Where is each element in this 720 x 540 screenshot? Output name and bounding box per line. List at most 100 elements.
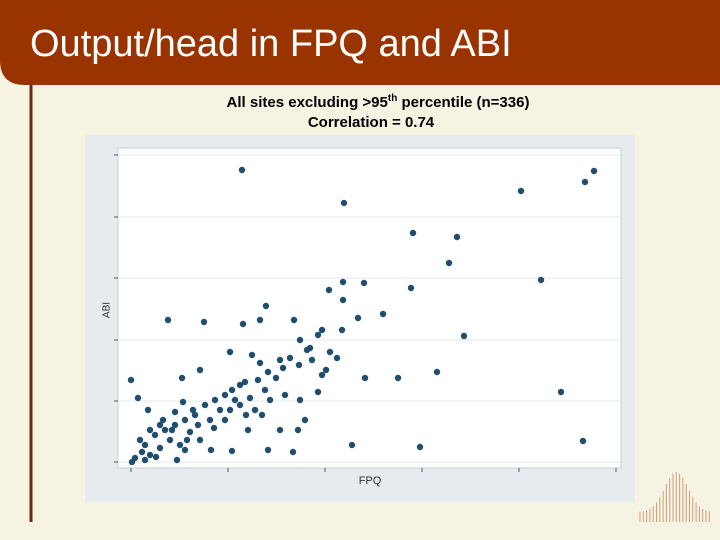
scatter-point: [200, 318, 208, 326]
scatter-point: [183, 436, 191, 444]
scatter-point: [228, 447, 236, 455]
scatter-point: [517, 187, 525, 195]
scatter-point: [276, 356, 284, 364]
slide-title: Output/head in FPQ and ABI: [30, 23, 512, 65]
scatter-point: [416, 443, 424, 451]
scatter-point: [579, 437, 587, 445]
scatter-point: [348, 441, 356, 449]
scatter-point: [314, 388, 322, 396]
scatter-point: [196, 366, 204, 374]
scatter-point: [246, 394, 254, 402]
scatter-point: [394, 374, 402, 382]
scatter-point: [453, 233, 461, 241]
chart-title: All sites excluding >95th percentile (n=…: [227, 93, 530, 111]
scatter-point: [134, 394, 142, 402]
scatter-point: [264, 446, 272, 454]
scatter-point: [557, 388, 565, 396]
scatter-point: [238, 166, 246, 174]
scatter-point: [181, 416, 189, 424]
scatter-point: [194, 421, 202, 429]
scatter-point: [590, 167, 598, 175]
scatter-point: [254, 376, 262, 384]
scatter-point: [186, 428, 194, 436]
scatter-point: [338, 326, 346, 334]
scatter-point: [261, 386, 269, 394]
scatter-point: [207, 446, 215, 454]
scatter-point: [289, 448, 297, 456]
scatter-point: [156, 421, 164, 429]
scatter-point: [141, 456, 149, 464]
scatter-point: [231, 396, 239, 404]
scatter-point: [196, 436, 204, 444]
scatter-point: [164, 316, 172, 324]
scatter-point: [206, 416, 214, 424]
scatter-point: [379, 310, 387, 318]
decoration: [639, 472, 710, 522]
x-axis-label: FPQ: [359, 475, 382, 487]
scatter-point: [537, 276, 545, 284]
scatter-point: [361, 374, 369, 382]
scatter-point: [128, 458, 136, 466]
scatter-point: [295, 361, 303, 369]
scatter-point: [178, 374, 186, 382]
scatter-point: [333, 354, 341, 362]
scatter-point: [256, 316, 264, 324]
scatter-point: [314, 331, 322, 339]
scatter-point: [176, 441, 184, 449]
scatter-point: [272, 374, 280, 382]
scatter-point: [136, 436, 144, 444]
title-part: All sites excluding >95: [227, 94, 388, 111]
scatter-point: [409, 229, 417, 237]
scatter-point: [146, 426, 154, 434]
scatter-point: [221, 391, 229, 399]
scatter-point: [236, 401, 244, 409]
scatter-point: [318, 371, 326, 379]
scatter-point: [144, 406, 152, 414]
scatter-point: [173, 456, 181, 464]
scatter-point: [171, 421, 179, 429]
scatter-point: [191, 411, 199, 419]
scatter-point: [262, 302, 270, 310]
scatter-point: [181, 446, 189, 454]
scatter-point: [216, 406, 224, 414]
scatter-point: [340, 199, 348, 207]
title-superscript: th: [388, 93, 397, 104]
scatter-point: [354, 314, 362, 322]
scatter-point: [460, 332, 468, 340]
scatter-point: [152, 453, 160, 461]
scatter-point: [294, 426, 302, 434]
scatter-point: [248, 351, 256, 359]
scatter-point: [244, 426, 252, 434]
scatter-point: [339, 296, 347, 304]
scatter-point: [221, 416, 229, 424]
scatter-point: [168, 426, 176, 434]
scatter-point: [166, 436, 174, 444]
scatter-point: [581, 178, 589, 186]
scatter-point: [151, 431, 159, 439]
scatter-point: [266, 396, 274, 404]
plot-area: [117, 147, 622, 469]
scatter-point: [241, 378, 249, 386]
scatter-point: [210, 424, 218, 432]
scatter-point: [161, 426, 169, 434]
scatter-point: [322, 366, 330, 374]
chart-subtitle: Correlation = 0.74: [308, 114, 435, 131]
scatter-point: [226, 406, 234, 414]
header-bar: [0, 0, 720, 85]
scatter-point: [189, 406, 197, 414]
scatter-point: [296, 336, 304, 344]
scatter-point: [296, 396, 304, 404]
scatter-point: [156, 444, 164, 452]
scatter-point: [179, 398, 187, 406]
scatter-point: [211, 396, 219, 404]
scatter-point: [301, 416, 309, 424]
scatter-point: [239, 320, 247, 328]
scatter-point: [251, 406, 259, 414]
scatter-point: [171, 408, 179, 416]
scatter-point: [228, 386, 236, 394]
scatter-point: [286, 354, 294, 362]
scatter-point: [256, 359, 264, 367]
y-axis-label: ABI: [102, 302, 113, 318]
